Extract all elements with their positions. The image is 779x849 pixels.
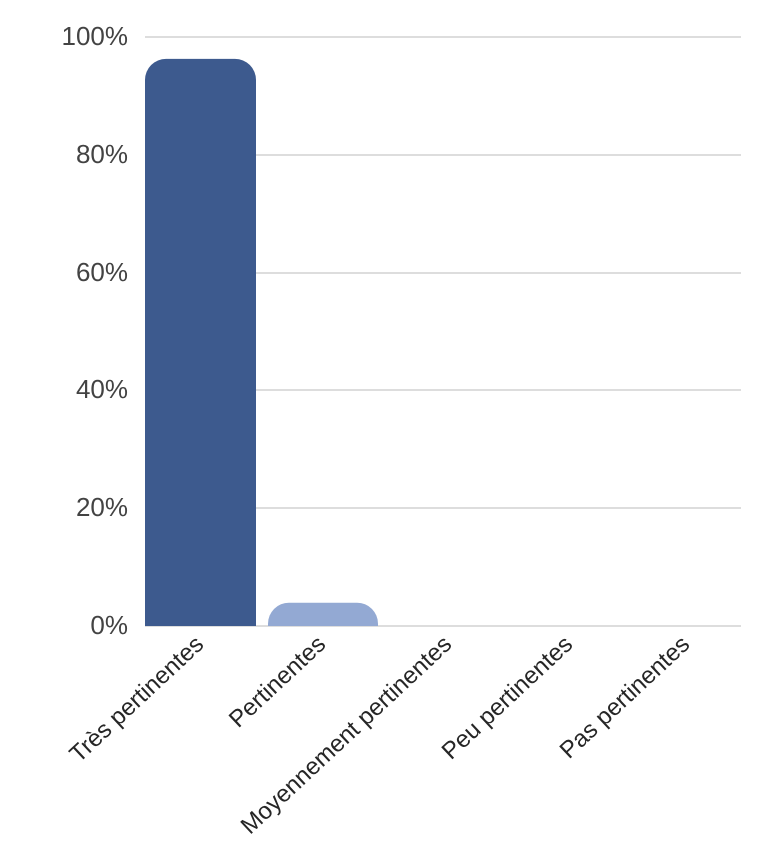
svg-text:Très pertinentes: Très pertinentes: [64, 631, 209, 768]
svg-text:Pertinentes: Pertinentes: [224, 631, 331, 734]
svg-text:40%: 40%: [76, 374, 128, 404]
svg-text:100%: 100%: [62, 21, 129, 51]
svg-text:0%: 0%: [90, 610, 128, 640]
svg-text:Moyennement pertinentes: Moyennement pertinentes: [236, 631, 457, 840]
svg-text:80%: 80%: [76, 139, 128, 169]
svg-text:60%: 60%: [76, 257, 128, 287]
svg-text:20%: 20%: [76, 492, 128, 522]
